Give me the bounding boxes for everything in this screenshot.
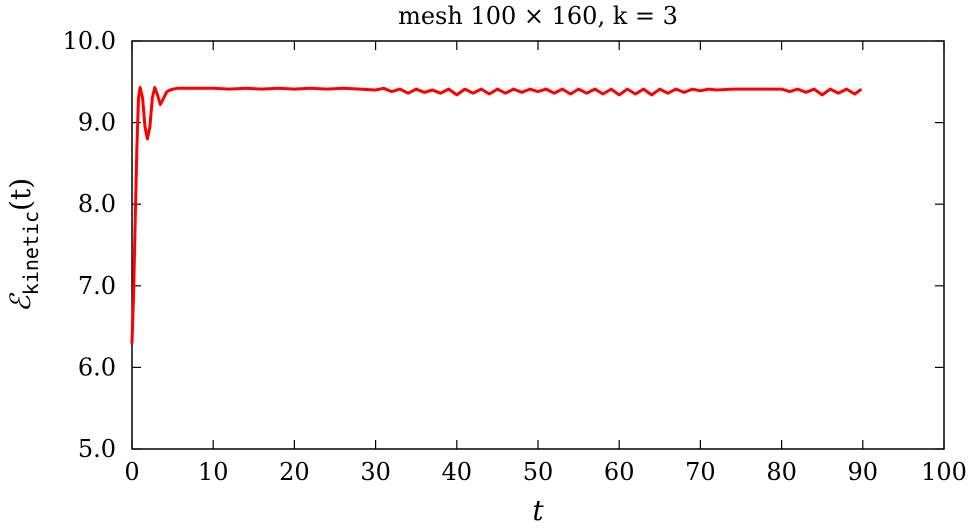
x-tick-label: 60 — [604, 458, 635, 486]
y-tick-label: 5.0 — [78, 435, 116, 463]
y-axis-label-main: ℰ — [4, 292, 37, 312]
x-axis-label: t — [532, 494, 544, 527]
x-tick-label: 80 — [766, 458, 797, 486]
x-tick-label: 20 — [279, 458, 310, 486]
x-tick-label: 10 — [198, 458, 229, 486]
x-axis-ticks: 0 10 20 30 40 50 60 70 80 90 100 — [124, 41, 967, 486]
x-tick-label: 0 — [124, 458, 139, 486]
x-tick-label: 30 — [360, 458, 391, 486]
series-line-0 — [130, 86, 862, 345]
y-axis-label-sub: kinetic — [19, 211, 43, 295]
plot-frame — [131, 40, 945, 450]
y-tick-label: 6.0 — [78, 353, 116, 381]
y-axis-ticks: 5.0 6.0 7.0 8.0 9.0 10.0 — [63, 27, 944, 463]
y-tick-label: 8.0 — [78, 190, 116, 218]
y-tick-label: 9.0 — [78, 109, 116, 137]
y-tick-label: 7.0 — [78, 272, 116, 300]
y-axis-label-tail: (t) — [4, 178, 37, 211]
y-axis-label: ℰkinetic(t) — [4, 178, 43, 312]
chart-title: mesh 100 × 160, k = 3 — [398, 2, 678, 30]
x-tick-label: 50 — [523, 458, 554, 486]
x-tick-label: 90 — [848, 458, 879, 486]
x-tick-label: 100 — [921, 458, 967, 486]
y-tick-label: 10.0 — [63, 27, 116, 55]
series-layer — [130, 86, 862, 345]
x-tick-label: 70 — [685, 458, 716, 486]
x-tick-label: 40 — [442, 458, 473, 486]
